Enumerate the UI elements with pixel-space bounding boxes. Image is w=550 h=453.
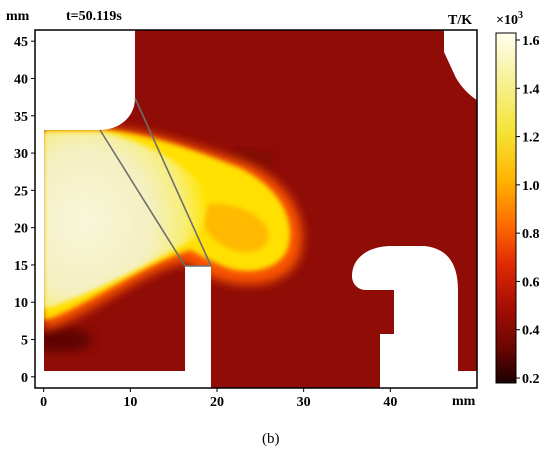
colorbar-tick-label: 0.6	[522, 275, 540, 290]
bottom-strip	[35, 371, 185, 388]
solid-corner-top-right	[444, 30, 477, 100]
plot-area	[35, 30, 477, 388]
colorbar-multiplier: ×103	[496, 10, 523, 28]
time-label: t=50.119s	[66, 9, 122, 24]
colorbar-gradient	[495, 32, 517, 384]
y-tick-label: 15	[14, 259, 28, 274]
y-tick-label: 25	[14, 184, 28, 199]
x-tick-label: 40	[383, 395, 397, 410]
x-unit-label: mm	[452, 394, 476, 409]
colorbar-tick-label: 1.2	[522, 131, 540, 146]
figure-caption: (b)	[262, 431, 280, 447]
y-tick-label: 5	[21, 334, 28, 349]
bottom-strip	[458, 371, 477, 388]
colorbar-tick-label: 1.0	[522, 179, 540, 194]
y-tick-label: 45	[14, 35, 28, 50]
solid-hook	[352, 246, 458, 388]
cool-region	[35, 328, 92, 352]
y-tick-label: 30	[14, 147, 28, 162]
y-unit-label: mm	[6, 9, 30, 24]
colorbar-tick-label: 0.2	[522, 372, 540, 387]
x-tick-label: 20	[210, 395, 224, 410]
colorbar-tick-label: 1.4	[522, 82, 540, 97]
x-tick-label: 30	[297, 395, 311, 410]
colorbar-ticks: 1.6 1.4 1.2 1.0 0.8 0.6 0.4 0.2	[516, 34, 540, 387]
colorbar-tick-label: 1.6	[522, 34, 540, 49]
flame-inner-tongue	[200, 203, 269, 253]
plot-frame	[34, 29, 478, 389]
colorbar-title: T/K	[448, 13, 472, 28]
colorbar: T/K ×103 1.6 1.4 1.2 1.0 0.8 0.6 0.4 0.2	[448, 10, 540, 387]
y-tick-label: 10	[14, 296, 28, 311]
y-axis: 0 5 10 15 20 25 30 35 40 45	[14, 35, 35, 386]
x-tick-label: 10	[123, 395, 137, 410]
nozzle-wall	[185, 266, 211, 388]
y-tick-label: 0	[21, 371, 28, 386]
nozzle-outline	[99, 97, 212, 267]
colorbar-tick-label: 0.4	[522, 324, 540, 339]
colorbar-tick-label: 0.8	[522, 227, 540, 242]
y-tick-label: 35	[14, 110, 28, 125]
x-tick-label: 0	[40, 395, 47, 410]
y-tick-label: 40	[14, 72, 28, 87]
x-axis: 0 10 20 30 40	[40, 388, 397, 410]
left-edge	[35, 30, 44, 388]
solid-wall-top-left	[35, 30, 135, 130]
hot-core	[44, 132, 208, 309]
y-tick-label: 20	[14, 222, 28, 237]
